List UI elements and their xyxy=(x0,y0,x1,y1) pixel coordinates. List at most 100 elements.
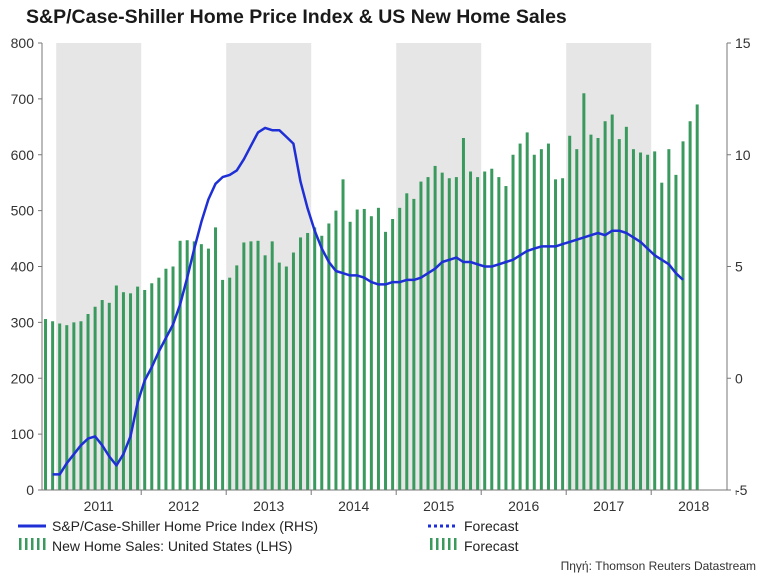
right-tick-label: 0 xyxy=(735,370,743,386)
legend-item: S&P/Case-Shiller Home Price Index (RHS) xyxy=(18,518,318,534)
sales-bar xyxy=(617,139,621,491)
sales-bar xyxy=(284,266,288,490)
legend-swatch-bar xyxy=(430,538,433,550)
legend-swatch-bar xyxy=(442,538,445,550)
sales-bar xyxy=(299,237,303,490)
sales-bar xyxy=(164,268,168,490)
sales-bar xyxy=(440,172,444,490)
sales-bar xyxy=(206,248,210,490)
sales-bar xyxy=(348,221,352,491)
sales-bar xyxy=(242,242,246,490)
sales-bar xyxy=(532,154,536,490)
sales-bar xyxy=(58,323,62,490)
sales-bar xyxy=(249,241,253,490)
sales-bar xyxy=(695,104,699,491)
sales-bar xyxy=(688,121,692,490)
sales-bar xyxy=(86,313,90,490)
sales-bar xyxy=(171,266,175,490)
x-tick-label: 2018 xyxy=(678,498,709,514)
sales-bar xyxy=(639,152,643,490)
right-tick-label: 15 xyxy=(735,35,751,51)
left-tick-label: 600 xyxy=(11,147,35,163)
sales-bar xyxy=(72,322,76,490)
sales-bar xyxy=(631,149,635,490)
legend-swatch-bar xyxy=(31,538,34,550)
sales-bar xyxy=(221,279,225,490)
x-tick-label: 2013 xyxy=(253,498,284,514)
sales-bar xyxy=(334,210,338,490)
sales-bar xyxy=(391,219,395,490)
legend: S&P/Case-Shiller Home Price Index (RHS) F… xyxy=(18,518,519,554)
x-tick-label: 2015 xyxy=(423,498,454,514)
sales-bar xyxy=(235,265,239,490)
x-tick-label: 2014 xyxy=(338,498,369,514)
sales-bar xyxy=(121,292,125,490)
sales-bar xyxy=(398,207,402,491)
source-note: Πηγή: Thomson Reuters Datastream xyxy=(561,559,756,573)
legend-swatch-bar xyxy=(25,538,28,550)
sales-bar xyxy=(667,149,671,490)
legend-label: S&P/Case-Shiller Home Price Index (RHS) xyxy=(52,518,318,534)
sales-bar xyxy=(589,134,593,490)
case-shiller-line-path xyxy=(52,126,684,476)
sales-bar xyxy=(525,132,529,490)
sales-bar xyxy=(653,151,657,490)
left-tick-label: 400 xyxy=(11,259,35,275)
sales-bar xyxy=(157,277,161,490)
sales-bar xyxy=(199,244,203,490)
sales-bar xyxy=(681,141,685,490)
sales-bar xyxy=(100,300,104,490)
sales-bar xyxy=(426,177,430,490)
left-tick-label: 300 xyxy=(11,314,35,330)
legend-swatch-bar xyxy=(19,538,22,550)
sales-bar xyxy=(476,177,480,490)
sales-bar xyxy=(306,232,310,490)
sales-bar xyxy=(504,186,508,491)
sales-bar xyxy=(384,231,388,491)
sales-bar xyxy=(624,126,628,490)
sales-bar xyxy=(412,198,416,491)
sales-bar xyxy=(546,143,550,490)
sales-bar xyxy=(291,252,295,490)
sales-bar xyxy=(575,149,579,490)
new-home-sales-bars xyxy=(44,93,699,491)
sales-bar xyxy=(469,171,473,490)
sales-bar xyxy=(228,277,232,490)
sales-bar xyxy=(114,285,118,490)
sales-bar xyxy=(263,255,267,490)
legend-label: New Home Sales: United States (LHS) xyxy=(52,538,292,554)
shade-2011 xyxy=(56,43,142,490)
sales-bar xyxy=(646,154,650,490)
legend-swatch-bar xyxy=(436,538,439,550)
sales-bar xyxy=(270,241,274,490)
sales-bar xyxy=(376,207,380,491)
legend-label: Forecast xyxy=(464,538,519,554)
legend-swatch-bar xyxy=(43,538,46,550)
sales-bar xyxy=(660,182,664,490)
sales-bar xyxy=(405,193,409,490)
x-tick-label: 2012 xyxy=(168,498,199,514)
shade-2013 xyxy=(226,43,312,490)
sales-bar xyxy=(107,302,111,490)
sales-bar xyxy=(93,306,97,490)
sales-bar xyxy=(433,165,437,491)
sales-bar xyxy=(554,179,558,490)
sales-bar xyxy=(610,114,614,491)
legend-label: Forecast xyxy=(464,518,519,534)
sales-bar xyxy=(185,240,189,490)
sales-bar xyxy=(341,179,345,490)
sales-bar xyxy=(65,325,69,490)
sales-bar xyxy=(511,154,515,490)
case-shiller-line xyxy=(52,126,684,476)
left-tick-label: 100 xyxy=(11,426,35,442)
legend-item: New Home Sales: United States (LHS) xyxy=(19,538,292,554)
sales-bar xyxy=(483,171,487,490)
sales-bar xyxy=(461,137,465,491)
sales-bar xyxy=(129,293,133,490)
sales-bar xyxy=(79,321,83,490)
sales-bar xyxy=(561,178,565,490)
year-shading xyxy=(56,43,652,490)
axes: 0 100 200 300 400 500 600 700 800 -5 0 5 10 15 2011 201… xyxy=(11,35,751,514)
left-tick-label: 0 xyxy=(26,482,34,498)
